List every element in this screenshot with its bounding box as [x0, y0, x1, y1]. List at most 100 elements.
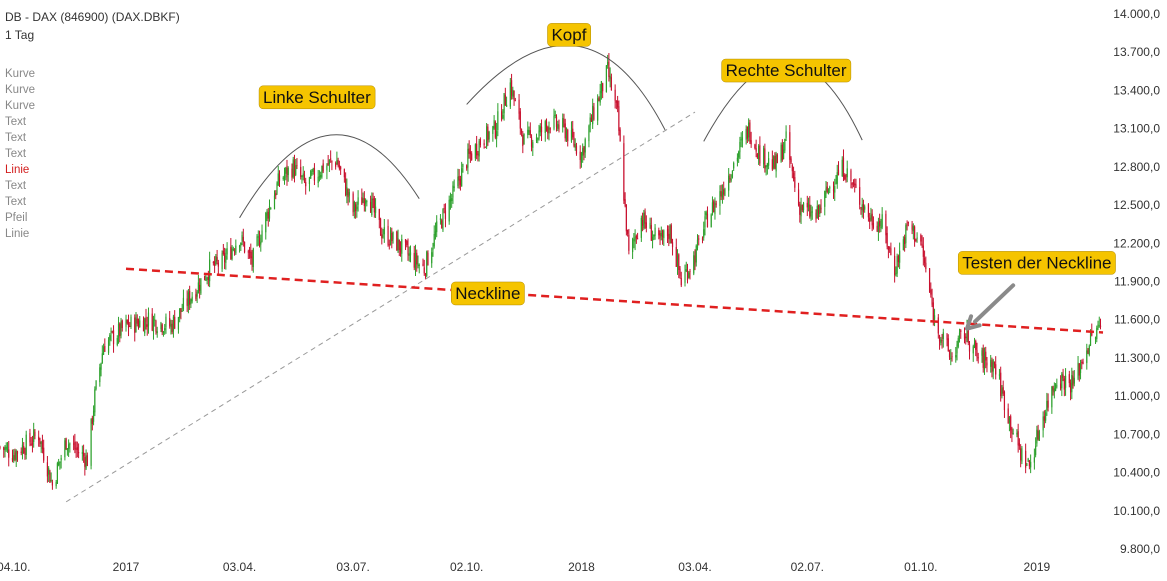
candle-body — [527, 129, 529, 135]
candle-body — [209, 259, 211, 282]
candle-body — [205, 279, 207, 281]
candle-body — [597, 98, 599, 121]
candle-body — [514, 100, 516, 102]
candle-body — [756, 154, 758, 158]
candle-body — [60, 457, 62, 461]
candle-body — [834, 185, 836, 193]
candle-body — [399, 248, 402, 252]
candle-body — [318, 176, 321, 178]
candle-body — [535, 137, 538, 142]
candle-body — [861, 204, 863, 211]
candle-body — [951, 356, 953, 358]
candle-body — [522, 134, 524, 147]
arrow-head — [965, 314, 982, 331]
candle-body — [257, 236, 259, 238]
candle-body — [645, 222, 647, 228]
candle-body — [1018, 442, 1021, 447]
candle-body — [990, 359, 992, 367]
candle-body — [859, 187, 861, 205]
candle-body — [991, 362, 993, 373]
candle-body — [590, 117, 593, 122]
candle-body — [782, 149, 785, 160]
annotation-label: Kopf — [551, 25, 586, 44]
candle-body — [459, 178, 462, 185]
candle-body — [789, 132, 791, 160]
candle-body — [532, 142, 534, 148]
candle-body — [768, 158, 770, 166]
drawing-item-linie[interactable]: Linie — [5, 164, 30, 176]
candle-body — [703, 229, 705, 238]
drawing-item-text[interactable]: Text — [5, 180, 27, 192]
candle-body — [206, 277, 208, 280]
candle-body — [476, 143, 478, 156]
drawing-item-text[interactable]: Text — [5, 116, 27, 128]
candle-body — [904, 237, 906, 245]
candle-body — [414, 253, 417, 270]
candle-body — [728, 175, 730, 191]
candle-body — [850, 170, 852, 182]
candle-body — [145, 317, 147, 322]
candle-body — [618, 106, 620, 131]
candle-body — [698, 238, 700, 240]
candle-body — [574, 144, 576, 148]
candle-body — [461, 168, 463, 187]
candle-body — [746, 126, 749, 139]
candle-body — [125, 319, 127, 327]
candle-body — [976, 349, 978, 357]
drawing-item-kurve[interactable]: Kurve — [5, 100, 36, 112]
candle-body — [1047, 400, 1049, 408]
candle-body — [932, 302, 934, 321]
candle-body — [634, 237, 636, 242]
candle-body — [937, 317, 939, 334]
candle-body — [505, 104, 508, 107]
candle-body — [189, 290, 191, 305]
candle-body — [283, 174, 286, 178]
candle-body — [806, 202, 808, 208]
candle-body — [147, 312, 150, 326]
drawing-item-text[interactable]: Text — [5, 148, 27, 160]
candle-body — [356, 206, 358, 210]
candle-body — [538, 130, 540, 139]
candle-body — [825, 188, 827, 191]
candle-body — [24, 453, 26, 455]
candle-body — [337, 160, 339, 167]
drawing-item-text[interactable]: Text — [5, 196, 27, 208]
candle-body — [20, 451, 22, 454]
annotation-label: Rechte Schulter — [726, 61, 847, 80]
candle-body — [1003, 392, 1006, 411]
candle-body — [116, 338, 118, 345]
candle-body — [942, 332, 944, 339]
candle-body — [293, 160, 296, 177]
drawing-item-linie[interactable]: Linie — [5, 228, 30, 240]
candle-body — [724, 188, 726, 196]
drawing-item-text[interactable]: Text — [5, 132, 27, 144]
candle-body — [916, 237, 918, 239]
candle-body — [567, 129, 569, 142]
candle-body — [443, 208, 445, 210]
candle-body — [34, 431, 36, 437]
annotation-label: Testen der Neckline — [962, 253, 1111, 272]
candle-body — [1081, 362, 1083, 364]
candle-body — [107, 340, 110, 353]
candle-body — [1091, 332, 1093, 336]
drawing-item-kurve[interactable]: Kurve — [5, 68, 36, 80]
candle-body — [695, 245, 697, 263]
candle-body — [800, 206, 802, 217]
drawing-item-pfeil[interactable]: Pfeil — [5, 212, 28, 224]
annotation-box — [547, 23, 591, 47]
candle-body — [40, 441, 42, 445]
candle-body — [545, 121, 548, 127]
candle-body — [1097, 324, 1099, 329]
candle-body — [731, 170, 734, 178]
candle-body — [1056, 385, 1058, 387]
candle-body — [960, 330, 962, 333]
candle-body — [995, 364, 997, 375]
candle-body — [217, 262, 219, 267]
candle-body — [406, 241, 408, 246]
drawing-item-kurve[interactable]: Kurve — [5, 84, 36, 96]
candle-body — [397, 238, 399, 252]
candle-body — [529, 130, 531, 136]
candle-body — [287, 167, 289, 176]
candle-body — [899, 250, 901, 263]
